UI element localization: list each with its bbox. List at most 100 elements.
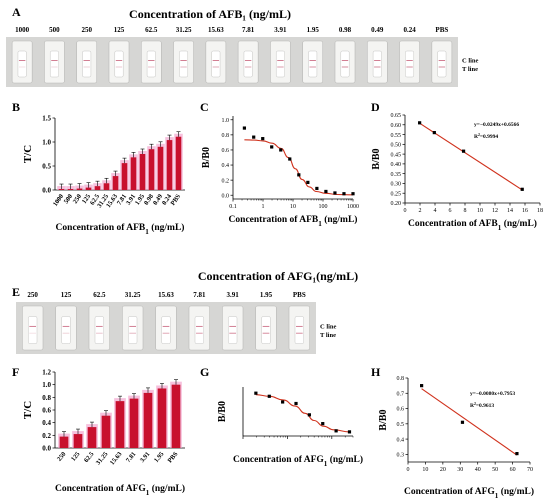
data-point: [267, 394, 271, 398]
x-tick-label: 1: [262, 204, 265, 210]
bar: [101, 415, 111, 448]
x-tick-label: 18: [537, 208, 543, 214]
test-strip-window: [261, 316, 271, 344]
fit-equation: y=−0.0080x+0.7953: [470, 391, 515, 397]
fit-curve: [419, 122, 523, 191]
y-tick-label: 1.2: [42, 369, 51, 377]
y-tick-label: 0.6: [222, 148, 230, 154]
bar: [166, 140, 173, 190]
x-tick-label: 125: [81, 193, 93, 206]
bar: [143, 392, 153, 448]
x-tick-label: 16: [522, 208, 528, 214]
x-axis-title: Concentration of AFB1 (ng/mL): [408, 218, 537, 232]
y-tick-label: 0.35: [391, 172, 402, 178]
data-point: [252, 135, 256, 139]
panel-label-b: B: [12, 100, 20, 114]
x-tick-label: 250: [72, 193, 83, 205]
data-point: [242, 126, 247, 130]
y-tick-label: 0.2: [42, 432, 51, 440]
x-tick-label: 125: [70, 450, 82, 463]
bar: [121, 163, 128, 190]
x-tick-label: 10: [477, 208, 483, 214]
x-tick-label: 0: [407, 467, 410, 473]
y-tick-label: 0.60: [391, 123, 402, 129]
bar: [157, 388, 167, 448]
bar: [171, 384, 181, 448]
data-point: [418, 121, 422, 125]
bar: [85, 187, 92, 190]
x-tick-label: PBS: [170, 193, 183, 207]
data-point: [254, 391, 258, 395]
x-tick-label: 20: [440, 467, 446, 473]
test-strip-window: [372, 50, 382, 78]
y-tick-label: 0.7: [397, 391, 405, 397]
strip-concentration-label: 62.5: [93, 291, 106, 299]
strip-concentration-label: 7.81: [242, 26, 255, 34]
y-tick-label: 0.50: [391, 143, 402, 149]
x-tick-label: 100: [319, 204, 328, 210]
bar: [175, 136, 182, 190]
y-tick-label: 1.0: [222, 118, 230, 124]
x-axis-title: Concentration of AFB1 (ng/mL): [229, 214, 358, 228]
y-tick-label: 0.0: [222, 193, 230, 199]
t-line-label: T line: [462, 66, 478, 73]
chart-b-afb1-tc-bars: 0.00.51.01.5100050025012562.531.2515.637…: [22, 115, 185, 236]
y-tick-label: 0.25: [391, 191, 402, 197]
test-strip-window: [194, 316, 204, 344]
y-axis-title: B/B0: [371, 148, 382, 169]
x-axis-title: Concentration of AFG1 (ng/mL): [404, 486, 534, 500]
y-axis-title: T/C: [22, 401, 34, 419]
test-strip-window: [49, 50, 59, 78]
x-tick-label: 0.1: [229, 204, 237, 210]
data-point: [306, 180, 310, 184]
x-tick-label: 50: [492, 467, 498, 473]
fit-r-squared: R2=0.9613: [470, 402, 494, 409]
bar: [94, 186, 101, 190]
y-tick-label: 0.4: [42, 419, 51, 427]
x-tick-label: 60: [510, 467, 516, 473]
x-tick-label: 8: [464, 208, 467, 214]
bar: [157, 146, 164, 190]
bar: [67, 189, 74, 190]
data-point: [279, 148, 283, 152]
x-tick-label: PBS: [167, 450, 180, 464]
strip-concentration-label: 0.49: [371, 26, 384, 34]
y-tick-label: 0.8: [222, 133, 230, 139]
test-strip-window: [146, 50, 156, 78]
strip-concentration-label: 7.81: [193, 291, 206, 299]
test-strip-window: [61, 316, 71, 344]
chart-h-afg1-linear-fit: 0.3 0.4 0.5 0.6 0.7 0.8 0 10 20 30 40 50 60 70 B/B0 Con…: [378, 376, 534, 500]
y-tick-label: 0.5: [397, 422, 405, 428]
y-tick-label: 0.30: [391, 182, 402, 188]
data-point: [297, 173, 301, 177]
x-tick-label: 10: [290, 204, 296, 210]
test-strip-window: [405, 50, 415, 78]
data-point: [520, 187, 524, 191]
data-point: [270, 145, 274, 149]
strip-concentration-label: 1.95: [260, 291, 273, 299]
test-strip-window: [82, 50, 92, 78]
x-tick-label: 7.81: [125, 451, 138, 464]
strip-concentration-label: 0.98: [339, 26, 352, 34]
strip-concentration-label: 500: [49, 26, 60, 34]
panel-label-d: D: [371, 100, 380, 114]
fit-curve: [244, 139, 354, 196]
strip-concentration-label: 250: [81, 26, 92, 34]
panel-label-c: C: [200, 100, 209, 114]
test-strip-window: [275, 50, 285, 78]
afg1-test-strip-photo: 250 125 62.5 31.25 15.63 7.81 3.91 1.95 PBS C lin…: [16, 291, 337, 354]
strip-concentration-label: 31.25: [176, 26, 192, 34]
test-strip-window: [437, 50, 447, 78]
strip-concentration-label: 31.25: [125, 291, 141, 299]
y-tick-label: 0.55: [391, 133, 402, 139]
panel-label-h: H: [371, 365, 381, 379]
test-strip-window: [340, 50, 350, 78]
strip-concentration-label: 125: [114, 26, 125, 34]
y-tick-label: 0.0: [42, 187, 51, 195]
strip-concentration-label: 3.91: [227, 291, 240, 299]
data-point: [321, 422, 325, 426]
y-tick-label: 0.45: [391, 152, 402, 158]
y-tick-label: 0.0: [42, 445, 51, 453]
bar: [73, 434, 83, 448]
bar: [103, 183, 110, 190]
